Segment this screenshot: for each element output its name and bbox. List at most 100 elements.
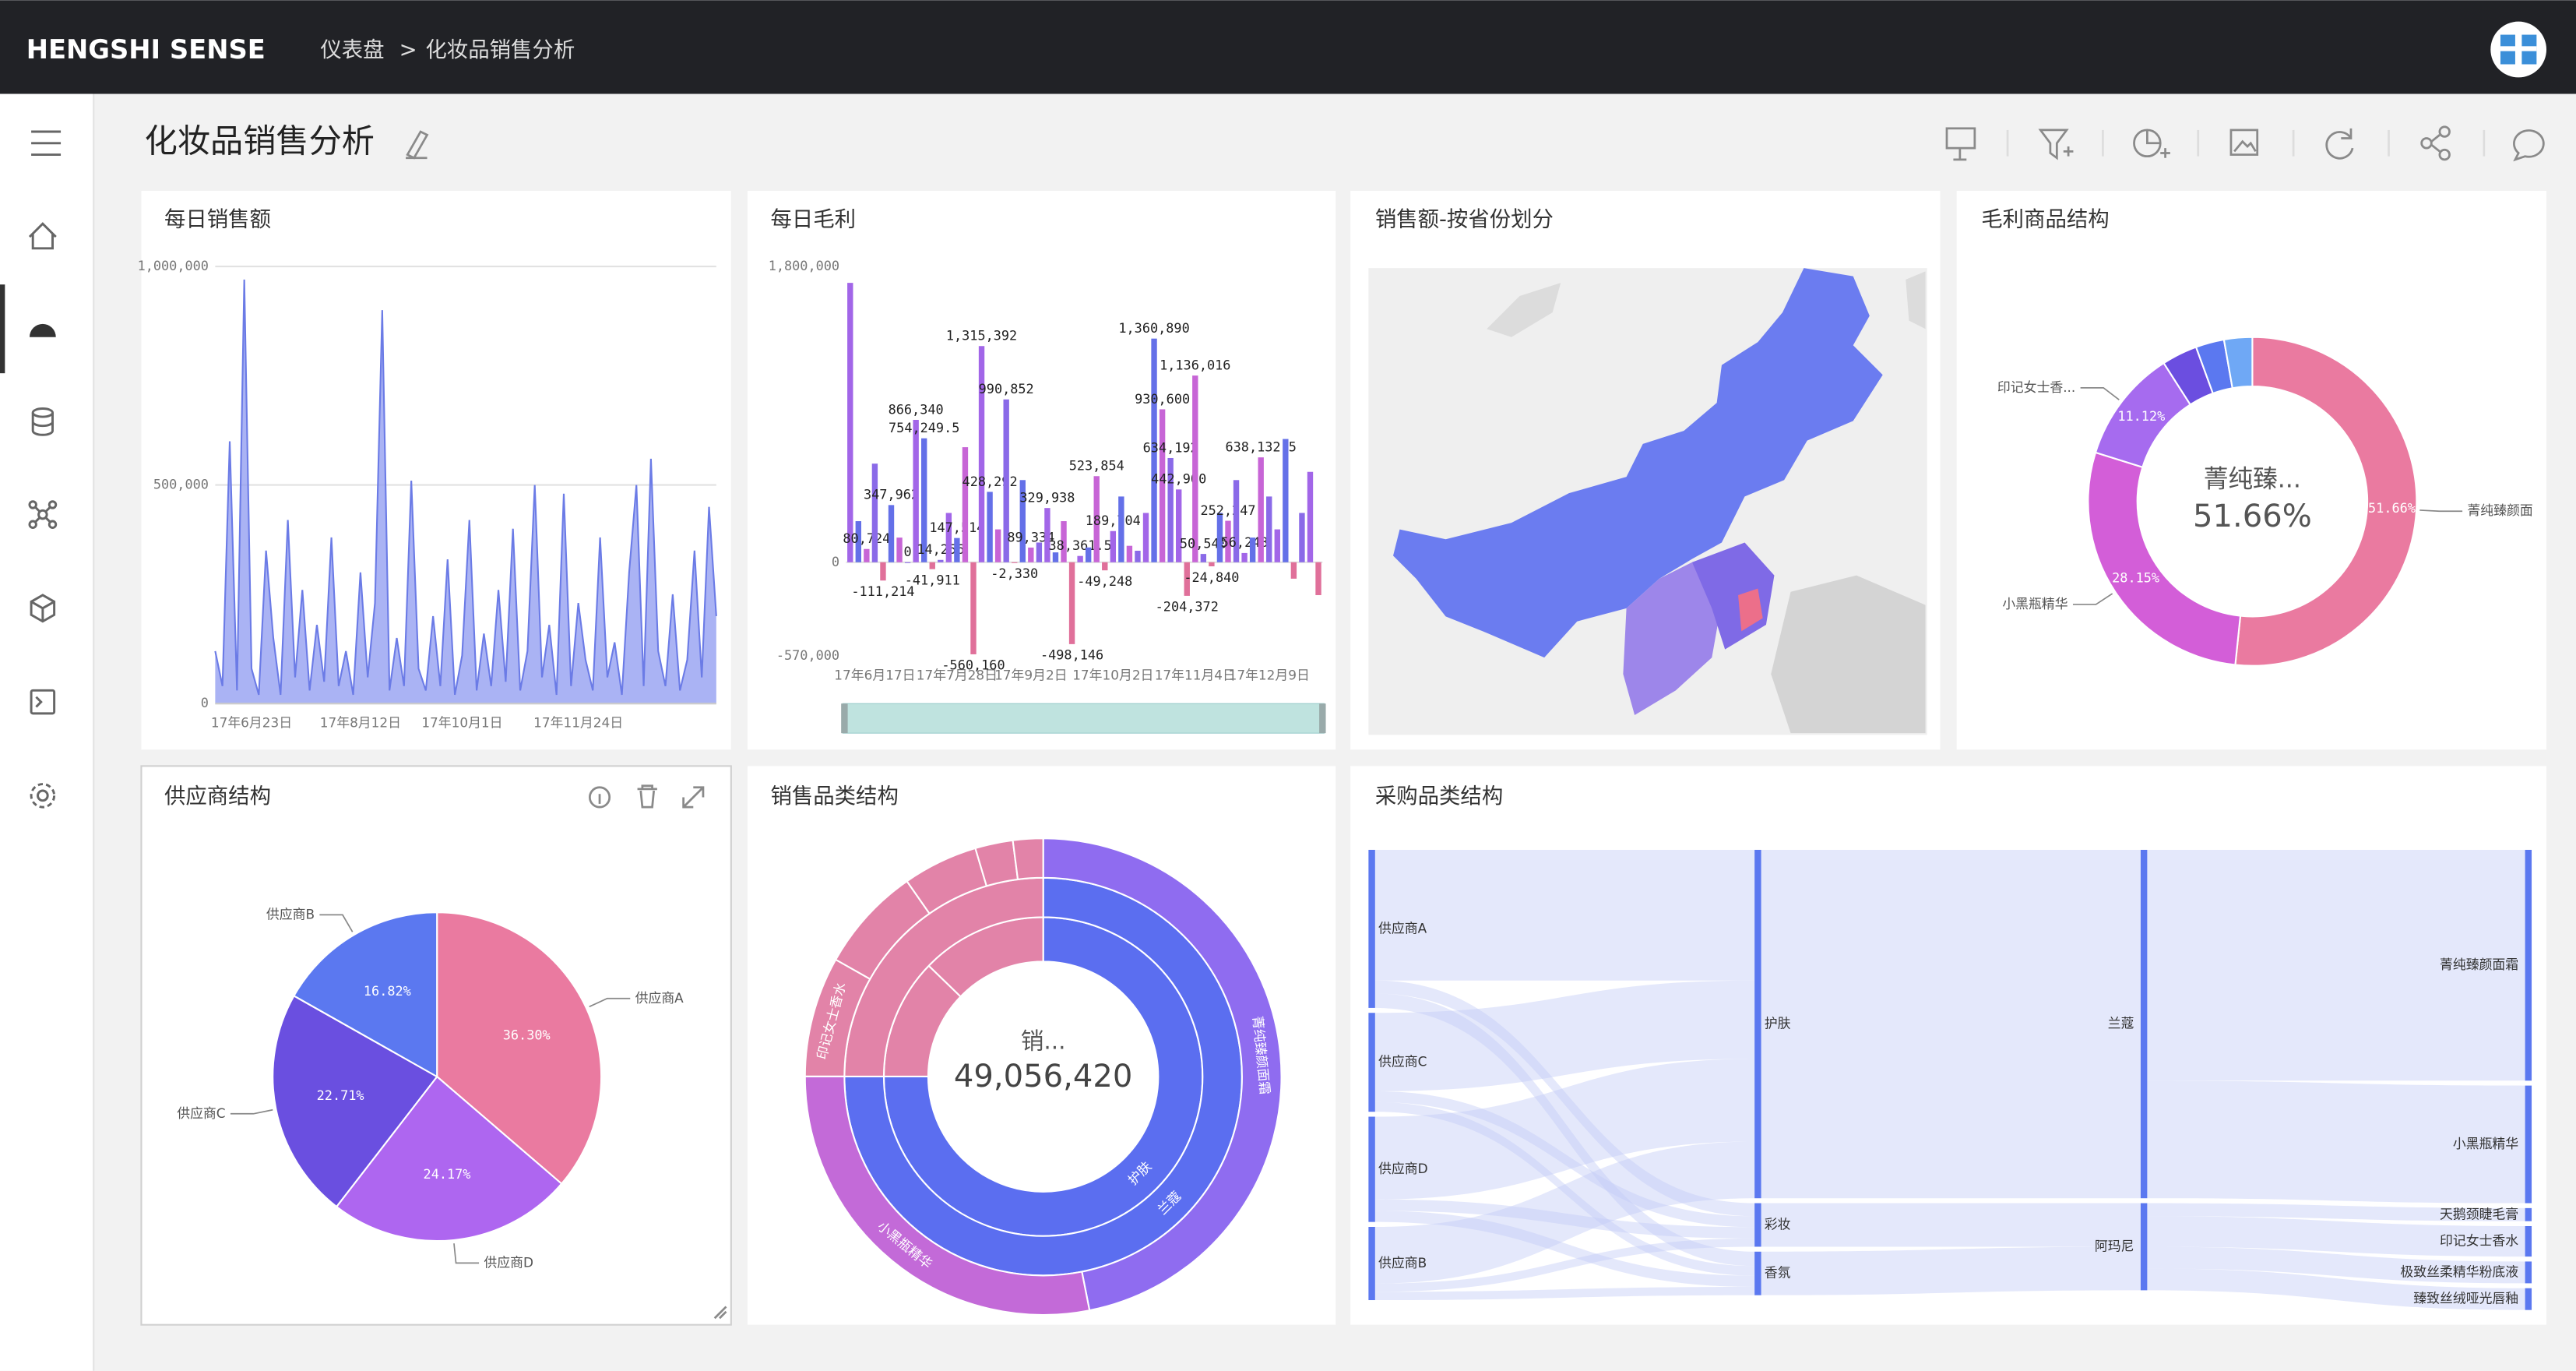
zoom-slider[interactable] [841, 703, 1326, 734]
model-icon[interactable] [28, 500, 58, 529]
data-label: 11.12% [2117, 408, 2165, 424]
home-icon[interactable] [28, 222, 57, 250]
bar [1151, 338, 1157, 562]
console-icon[interactable] [30, 689, 56, 715]
bar [921, 438, 927, 562]
data-label: 147,514 [929, 520, 984, 535]
area-line [214, 279, 717, 696]
breadcrumb-item: 化妆品销售分析 [425, 38, 575, 62]
bar [1036, 542, 1043, 562]
bar [1192, 375, 1198, 562]
data-label: 428,292 [962, 474, 1018, 489]
dashboard-icon[interactable] [29, 323, 56, 337]
bar [1019, 480, 1026, 562]
data-label: 56,248 [1221, 534, 1269, 550]
sankey-link [1374, 1199, 1755, 1239]
brand[interactable]: HENGSHI SENSE [26, 34, 266, 65]
node-label: 臻致丝绒哑光唇釉 [2413, 1291, 2518, 1306]
node-label: 供应商C [1378, 1054, 1427, 1070]
active-indicator [0, 284, 5, 374]
data-label: -560,160 [941, 657, 1005, 673]
data-label: 50,540 [1180, 535, 1227, 551]
node-label: 阿玛尼 [2095, 1238, 2134, 1253]
bar [962, 447, 969, 562]
menu-icon[interactable] [31, 130, 62, 157]
pie-slice [293, 911, 438, 1078]
data-label: 634,192 [1143, 439, 1198, 455]
x-tick-label: 17年10月1日 [421, 715, 502, 731]
bar [847, 283, 853, 562]
data-label: -498,146 [1040, 647, 1103, 663]
settings-icon[interactable] [30, 783, 56, 809]
data-icon[interactable] [31, 407, 54, 436]
x-tick-label: 17年8月12日 [320, 715, 401, 731]
avatar[interactable] [2490, 21, 2547, 78]
breadcrumb-item[interactable]: 仪表盘 [320, 38, 384, 62]
bar [888, 505, 895, 562]
package-icon[interactable] [30, 594, 56, 623]
data-label: 51.66% [2368, 500, 2416, 516]
share-icon[interactable] [2420, 125, 2451, 161]
bar [1077, 555, 1083, 562]
breadcrumb-separator: > [399, 38, 417, 62]
sankey-node [1368, 849, 1375, 1008]
y-tick-label: 1,000,000 [138, 258, 209, 273]
delete-icon[interactable] [637, 784, 657, 809]
x-tick-label: 17年7月28日 [917, 667, 998, 682]
refresh-icon[interactable] [2325, 128, 2354, 160]
info-icon[interactable] [589, 786, 611, 809]
bar [871, 463, 878, 562]
x-tick-label: 17年11月24日 [533, 715, 623, 731]
x-tick-label: 17年12月9日 [1229, 667, 1310, 682]
node-label: 极致丝柔精华粉底液 [2400, 1264, 2518, 1279]
bar [1142, 513, 1149, 562]
sankey-node [1754, 1203, 1761, 1247]
resize-handle[interactable] [713, 1306, 727, 1320]
expand-icon[interactable] [682, 786, 705, 809]
y-tick-label: 500,000 [153, 477, 209, 492]
sidebar [0, 93, 94, 1371]
sankey-node [1754, 849, 1761, 1199]
leader-line [2080, 387, 2120, 400]
data-label: 14,256 [917, 541, 964, 557]
center-value: 51.66% [2193, 499, 2312, 534]
image-icon[interactable] [2229, 129, 2259, 156]
present-icon[interactable] [1945, 127, 1976, 161]
data-label: 24.17% [424, 1166, 471, 1182]
donut-slice [2087, 451, 2242, 666]
bar [1209, 562, 1215, 567]
pie-slice [272, 994, 438, 1208]
sankey-node [1368, 1116, 1375, 1222]
sankey-link [2147, 1268, 2525, 1310]
bar [1012, 562, 1018, 563]
y-tick-label: -570,000 [776, 647, 839, 663]
filter-icon[interactable] [2038, 129, 2074, 160]
sankey-node [2525, 1261, 2532, 1284]
x-tick-label: 17年6月23日 [211, 715, 292, 731]
data-label: 252,247 [1200, 502, 1255, 518]
bar [1249, 537, 1256, 562]
sankey-link [1761, 849, 2141, 1199]
chart-add-icon[interactable] [2133, 129, 2170, 158]
comment-icon[interactable] [2513, 129, 2545, 162]
sankey-link [1374, 980, 1755, 1217]
data-label: -49,248 [1077, 573, 1132, 589]
card-title: 毛利商品结构 [1981, 207, 2109, 231]
x-tick-label: 17年6月17日 [834, 667, 915, 682]
sankey-node [2140, 1203, 2148, 1291]
area [215, 279, 716, 704]
slice-label: 供应商B [266, 906, 315, 922]
bar [987, 492, 993, 562]
edit-icon[interactable] [406, 130, 429, 160]
data-label: 754,249.5 [889, 420, 959, 435]
data-label: 930,600 [1135, 391, 1190, 407]
data-label: 0 [904, 544, 912, 559]
data-label: 329,938 [1019, 490, 1075, 506]
sankey-node [2525, 1225, 2532, 1257]
leader-line [453, 1243, 480, 1264]
card [1350, 766, 2547, 1325]
node-label: 彩妆 [1765, 1217, 1791, 1232]
node-label: 印记女士香水 [2440, 1233, 2518, 1249]
bar [855, 521, 862, 562]
data-label: -41,911 [905, 572, 960, 587]
